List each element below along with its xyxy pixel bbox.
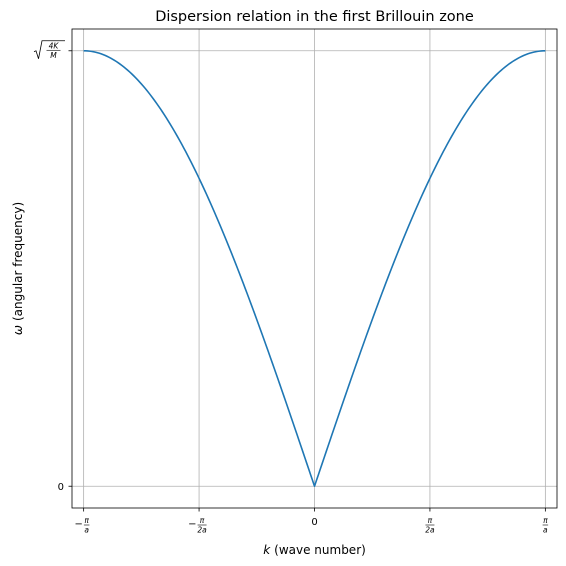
y-tick-denominator: M [50, 51, 57, 60]
x-tick-sign: − [75, 519, 83, 530]
sqrt-radical [33, 40, 65, 59]
series-line-dispersion [83, 49, 546, 488]
x-axis-symbol: k [263, 543, 271, 557]
x-tick-denominator: a [543, 526, 548, 535]
x-tick-numerator: π [543, 516, 548, 525]
y-axis-label: ω (angular frequency) [11, 202, 25, 335]
x-tick-numerator: π [84, 516, 89, 525]
x-tick-denominator: 2a [197, 526, 207, 535]
y-axis-text: (angular frequency) [11, 202, 25, 321]
x-tick-sign: − [188, 519, 196, 530]
x-tick-label: 0 [311, 517, 317, 528]
x-tick-denominator: 2a [425, 526, 435, 535]
x-axis-text: (wave number) [274, 543, 366, 557]
y-tick-label: 0 [58, 482, 64, 493]
y-axis-ticks: 0 4KM [33, 40, 72, 493]
x-axis-label: k (wave number) [263, 543, 366, 557]
x-tick-numerator: π [428, 516, 433, 525]
y-axis-symbol: ω [11, 325, 25, 335]
x-tick-numerator: π [200, 516, 205, 525]
chart-title: Dispersion relation in the first Brillou… [155, 9, 474, 25]
y-tick-numerator: 4K [49, 41, 60, 50]
x-tick-denominator: a [84, 526, 89, 535]
